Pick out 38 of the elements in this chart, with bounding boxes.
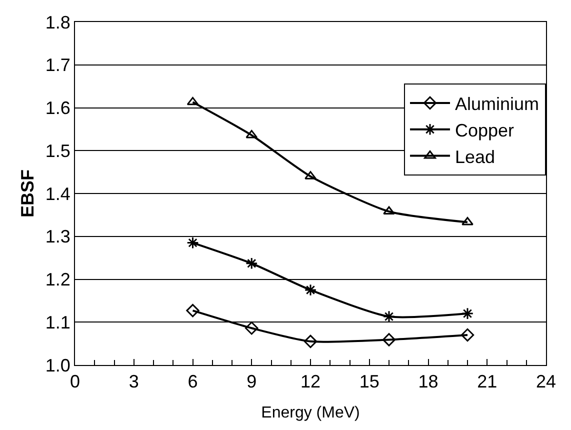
point xyxy=(245,322,258,335)
x-tick-label: 15 xyxy=(359,372,380,392)
x-tick-label: 12 xyxy=(300,372,321,392)
point xyxy=(382,310,396,323)
y-tick-label: 1.2 xyxy=(45,270,70,290)
legend-label: Aluminium xyxy=(455,94,540,114)
point xyxy=(304,171,316,180)
point xyxy=(246,130,258,138)
y-tick-label: 1.6 xyxy=(45,98,70,118)
legend-label: Copper xyxy=(455,120,514,140)
text: 1.0 xyxy=(45,355,70,376)
x-tick-label: 24 xyxy=(536,372,556,392)
point xyxy=(461,307,474,320)
x-axis-title: Energy (MeV) xyxy=(261,404,360,422)
point xyxy=(383,206,395,215)
y-tick-label: 1.3 xyxy=(45,226,70,247)
point xyxy=(186,236,199,249)
point xyxy=(245,257,258,270)
point xyxy=(186,304,200,318)
y-axis-title: EBSF xyxy=(18,169,38,218)
point xyxy=(382,333,396,346)
y-tick-label: 1.1 xyxy=(45,312,70,332)
point xyxy=(186,96,199,106)
y-tick-label: 1.8 xyxy=(45,12,70,32)
point xyxy=(304,334,318,348)
x-tick-label: 18 xyxy=(418,372,438,392)
point xyxy=(460,328,474,342)
y-tick-label: 1.7 xyxy=(45,55,70,76)
x-tick-label: 3 xyxy=(128,372,139,392)
point xyxy=(304,284,317,296)
y-tick-label: 1.5 xyxy=(45,140,70,161)
x-tick-label: 6 xyxy=(188,372,198,392)
point xyxy=(462,216,474,226)
x-tick-label: 9 xyxy=(246,372,257,392)
x-tick-label: 0 xyxy=(70,372,80,392)
legend-label: Lead xyxy=(455,146,496,167)
y-tick-label: 1.4 xyxy=(45,184,70,204)
x-tick-label: 21 xyxy=(477,372,498,392)
